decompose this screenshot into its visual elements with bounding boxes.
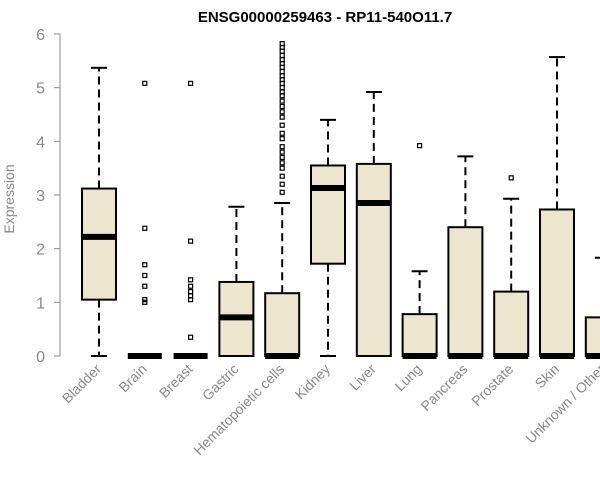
box-group	[264, 41, 301, 359]
outlier-point	[508, 175, 514, 181]
x-tick-label: Breast	[156, 361, 196, 401]
outlier-point	[188, 289, 194, 295]
box-iqr	[310, 164, 346, 265]
y-tick-label: 6	[36, 27, 45, 44]
y-tick-label: 4	[36, 134, 45, 151]
x-tick-label: Prostate	[468, 361, 516, 409]
outlier-point	[279, 149, 285, 155]
box-group	[584, 256, 600, 359]
box-group	[447, 155, 484, 359]
outlier-point	[279, 154, 285, 161]
box-group	[81, 66, 117, 357]
outlier-point	[142, 283, 148, 289]
y-tick-label: 0	[36, 349, 45, 366]
box-iqr	[539, 208, 575, 357]
y-tick-label: 5	[36, 81, 45, 98]
box-iqr	[493, 290, 530, 358]
outlier-point	[279, 160, 285, 166]
outlier-point	[279, 136, 285, 142]
box-iqr	[447, 226, 484, 357]
outlier-point	[279, 73, 285, 79]
outlier-point	[279, 130, 285, 136]
outlier-point	[279, 109, 285, 115]
outlier-point	[279, 144, 285, 150]
outlier-point	[279, 85, 285, 91]
outlier-point	[279, 41, 285, 47]
outlier-point	[142, 225, 148, 231]
y-axis: 0 1 2 3 4 5 6	[36, 27, 61, 366]
outlier-point	[142, 299, 148, 305]
box-group	[127, 80, 162, 359]
box-group	[310, 118, 346, 357]
outlier-point	[188, 238, 194, 244]
outlier-point	[279, 165, 285, 171]
x-tick-label: Hematopoietic cells	[190, 361, 287, 458]
chart-title: ENSG00000259463 - RP11-540O11.7	[198, 9, 452, 26]
x-tick-label: Bladder	[59, 361, 105, 407]
outlier-point	[279, 114, 285, 120]
outlier-point	[142, 272, 148, 279]
box-group	[173, 80, 208, 359]
outlier-point	[279, 68, 285, 75]
box-iqr	[401, 313, 438, 358]
boxes	[81, 41, 600, 359]
x-tick-label: Unknown / Other	[522, 361, 600, 447]
x-tick-label: Gastric	[199, 361, 242, 404]
outlier-point	[142, 80, 148, 86]
outlier-point	[279, 189, 285, 195]
box-iqr	[584, 316, 600, 357]
box-group	[401, 143, 438, 359]
box-group	[355, 90, 392, 357]
outlier-point	[279, 52, 285, 59]
outlier-point	[279, 181, 285, 187]
outlier-point	[142, 297, 148, 303]
outlier-point	[279, 57, 285, 63]
x-tick-label: Liver	[346, 361, 379, 394]
y-tick-label: 1	[36, 295, 45, 312]
outlier-point	[142, 262, 148, 268]
box-iqr	[81, 187, 117, 301]
outlier-point	[188, 334, 194, 340]
y-tick-label: 3	[36, 188, 45, 205]
box-group	[493, 175, 530, 359]
outlier-point	[279, 98, 285, 104]
box-group	[539, 56, 575, 359]
outlier-point	[279, 103, 285, 110]
x-tick-label: Brain	[115, 361, 149, 395]
outlier-point	[188, 283, 194, 289]
outlier-point	[417, 143, 423, 149]
outlier-point	[279, 122, 285, 128]
box-iqr	[355, 162, 392, 357]
x-tick-label: Kidney	[292, 361, 334, 403]
box-group	[218, 205, 255, 357]
x-tick-label: Lung	[391, 361, 424, 394]
outlier-point	[279, 89, 285, 95]
outlier-point	[188, 80, 194, 86]
outlier-point	[279, 173, 285, 179]
y-axis-label: Expression	[1, 164, 17, 233]
x-tick-label: Skin	[532, 361, 563, 392]
x-tick-label: Pancreas	[417, 361, 470, 414]
y-tick-label: 2	[36, 242, 45, 259]
box-iqr	[264, 292, 301, 357]
outlier-point	[188, 277, 194, 283]
